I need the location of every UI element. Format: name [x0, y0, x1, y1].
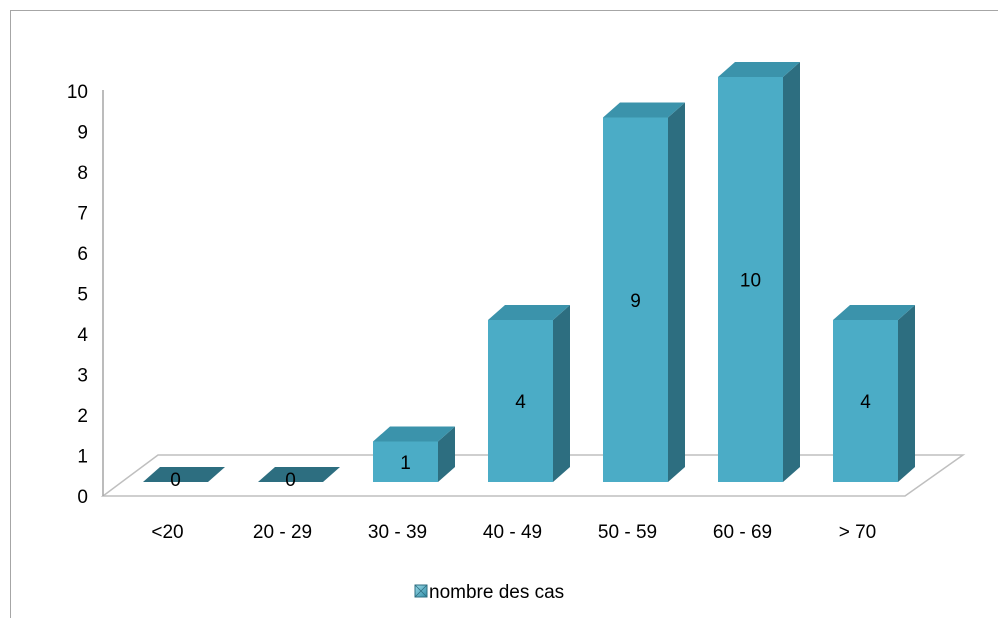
bar: 10: [718, 62, 800, 482]
y-tick-label: 5: [77, 285, 88, 306]
x-tick-label: > 70: [839, 522, 877, 543]
legend-swatch-cross: [414, 584, 428, 598]
y-tick-label: 7: [77, 204, 88, 225]
bar-top: [833, 305, 915, 320]
y-tick-label: 8: [77, 163, 88, 184]
x-tick-label: 20 - 29: [253, 522, 312, 543]
x-tick-label: 50 - 59: [598, 522, 657, 543]
data-label: 0: [285, 470, 296, 491]
bar-front: [373, 441, 438, 482]
bars: 0 0 1 4 9 10 4: [143, 62, 915, 491]
bar-front: [488, 320, 553, 482]
x-tick-label: 60 - 69: [713, 522, 772, 543]
bar-top: [603, 102, 685, 118]
y-axis: 0 1 2 3 4 5 6 7 8 9 10: [67, 82, 104, 508]
y-tick-label: 1: [77, 447, 88, 468]
y-tick-label: 0: [77, 487, 88, 508]
y-tick-label: 6: [77, 244, 88, 265]
y-tick-label: 2: [77, 406, 88, 427]
y-tick-label: 9: [77, 123, 88, 144]
data-label: 10: [740, 271, 761, 292]
bar-top: [373, 426, 455, 442]
data-label: 0: [170, 470, 181, 491]
bar-front: [718, 77, 783, 482]
legend-label: nombre des cas: [429, 582, 564, 603]
bar: 1: [373, 426, 455, 482]
data-label: 9: [630, 291, 641, 312]
bar: 0: [143, 467, 225, 491]
data-label: 1: [400, 453, 411, 474]
bar: 0: [258, 467, 340, 491]
bar: 4: [488, 305, 570, 482]
x-axis: <20 20 - 29 30 - 39 40 - 49 50 - 59 60 - 69 > …: [151, 522, 876, 543]
bar-front: [603, 117, 668, 482]
bar-side: [438, 426, 455, 482]
x-tick-label: 40 - 49: [483, 522, 542, 543]
bar-top: [488, 305, 570, 320]
chart-frame: [10, 10, 998, 618]
bar-front: [833, 320, 898, 482]
legend: nombre des cas: [414, 582, 564, 603]
data-label: 4: [515, 392, 526, 413]
bar-top: [143, 467, 225, 482]
x-tick-label: <20: [151, 522, 183, 543]
bar-top: [258, 467, 340, 482]
y-tick-label: 3: [77, 366, 88, 387]
y-tick-label: 4: [77, 325, 88, 346]
y-tick-label: 10: [67, 82, 88, 103]
x-tick-label: 30 - 39: [368, 522, 427, 543]
bar-top: [718, 62, 800, 77]
data-label: 4: [860, 392, 871, 413]
bar-side: [668, 102, 685, 482]
bar: 9: [603, 102, 685, 482]
bar: 4: [833, 305, 915, 482]
bar-side: [553, 305, 570, 482]
bar-side: [783, 62, 800, 482]
bar-side: [898, 305, 915, 482]
